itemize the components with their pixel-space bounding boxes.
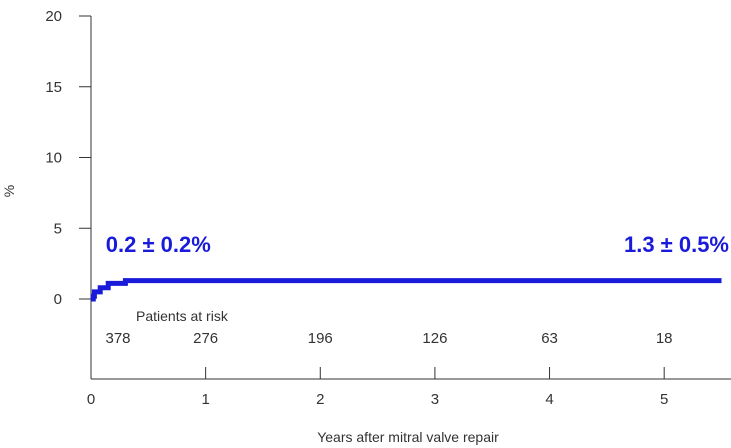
- x-tick-label-5: 5: [660, 391, 668, 408]
- patients-at-risk-value-4: 63: [541, 330, 558, 347]
- series-line-0: [90, 278, 722, 302]
- y-tick-label-3: 15: [45, 79, 62, 96]
- annotation-1: 1.3 ± 0.5%: [624, 232, 729, 257]
- x-tick-label-3: 3: [431, 391, 439, 408]
- patients-at-risk-value-3: 126: [422, 330, 447, 347]
- y-tick-label-2: 10: [45, 150, 62, 167]
- annotation-0: 0.2 ± 0.2%: [106, 232, 211, 257]
- y-tick-label-0: 0: [54, 291, 62, 308]
- annotations: 0.2 ± 0.2% 1.3 ± 0.5%: [106, 232, 729, 257]
- x-tick-label-0: 0: [87, 391, 95, 408]
- patients-at-risk-value-2: 196: [308, 330, 333, 347]
- patients-at-risk-title: Patients at risk: [136, 308, 229, 324]
- x-tick-label-2: 2: [316, 391, 324, 408]
- patients-at-risk-value-0: 378: [105, 330, 130, 347]
- axes: [90, 16, 731, 380]
- patients-at-risk-value-1: 276: [193, 330, 218, 347]
- y-tick-label-4: 20: [45, 8, 62, 25]
- patients-at-risk-value-5: 18: [656, 330, 673, 347]
- x-tick-label-1: 1: [201, 391, 209, 408]
- x-ticks: 0 1 2 3 4 5: [87, 367, 668, 408]
- x-axis-label: Years after mitral valve repair: [317, 429, 499, 445]
- y-axis-label: %: [1, 185, 17, 197]
- y-ticks: 0 5 10 15 20: [45, 8, 91, 308]
- patients-at-risk-table: Patients at risk 378 276 196 126 63 18: [105, 308, 672, 347]
- y-tick-label-1: 5: [54, 220, 62, 237]
- series-group: [90, 278, 722, 302]
- x-tick-label-4: 4: [545, 391, 553, 408]
